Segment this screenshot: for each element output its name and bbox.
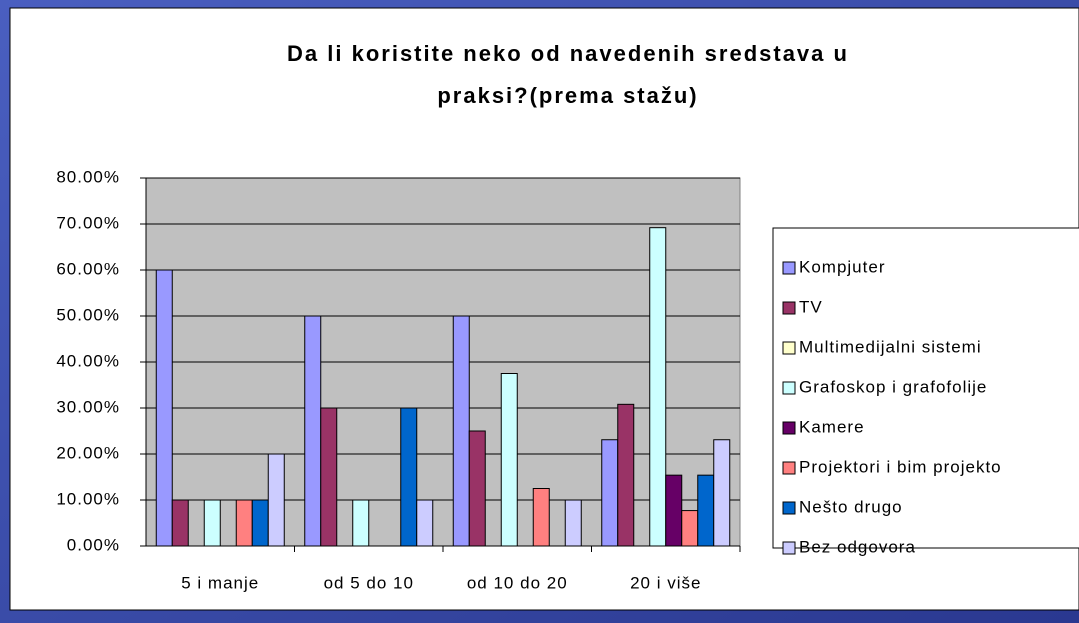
bar (320, 407, 338, 547)
chart-title: praksi?(prema stažu) (437, 83, 698, 108)
legend-label: TV (799, 297, 823, 316)
bar (617, 403, 635, 547)
bar (649, 227, 667, 547)
x-tick-label: 5 i manje (181, 573, 259, 592)
bar (500, 373, 518, 547)
bar (532, 488, 550, 547)
bar (400, 407, 418, 547)
bar (564, 499, 582, 547)
bar (251, 499, 269, 547)
legend-label: Kompjuter (799, 257, 885, 276)
y-tick-label: 80.00% (56, 167, 120, 186)
x-tick-label: 20 i više (630, 573, 701, 592)
legend-label: Bez odgovora (799, 537, 916, 556)
y-tick-label: 0.00% (67, 535, 120, 554)
legend-box (772, 227, 1079, 549)
y-tick-label: 10.00% (56, 489, 120, 508)
y-tick-label: 60.00% (56, 259, 120, 278)
x-tick-label: od 5 do 10 (324, 573, 414, 592)
legend-label: Nešto drugo (799, 497, 903, 516)
legend-swatch (782, 541, 796, 555)
y-tick-label: 30.00% (56, 397, 120, 416)
legend-swatch (782, 461, 796, 475)
bar (681, 510, 699, 547)
y-tick-label: 50.00% (56, 305, 120, 324)
legend-label: Multimedijalni sistemi (799, 337, 982, 356)
bar (155, 269, 173, 547)
y-tick-label: 70.00% (56, 213, 120, 232)
bar (416, 499, 434, 547)
bar (304, 315, 322, 547)
bar (203, 499, 221, 547)
legend-label: Grafoskop i grafofolije (799, 377, 987, 396)
bar (697, 474, 715, 547)
bar (468, 430, 486, 547)
bar (352, 499, 370, 547)
y-tick-label: 20.00% (56, 443, 120, 462)
legend-swatch (782, 501, 796, 515)
legend-swatch (782, 341, 796, 355)
bar (235, 499, 253, 547)
bar (665, 474, 683, 547)
legend-swatch (782, 261, 796, 275)
legend-swatch (782, 301, 796, 315)
legend-swatch (782, 381, 796, 395)
bar (267, 453, 285, 547)
bar (601, 439, 619, 547)
x-tick-label: od 10 do 20 (467, 573, 568, 592)
legend-label: Projektori i bim projekto (799, 457, 1002, 476)
chart-title: Da li koristite neko od navedenih sredst… (287, 41, 849, 66)
legend-label: Kamere (799, 417, 865, 436)
legend-swatch (782, 421, 796, 435)
bar (171, 499, 189, 547)
y-tick-label: 40.00% (56, 351, 120, 370)
bar (713, 439, 731, 547)
bar (452, 315, 470, 547)
